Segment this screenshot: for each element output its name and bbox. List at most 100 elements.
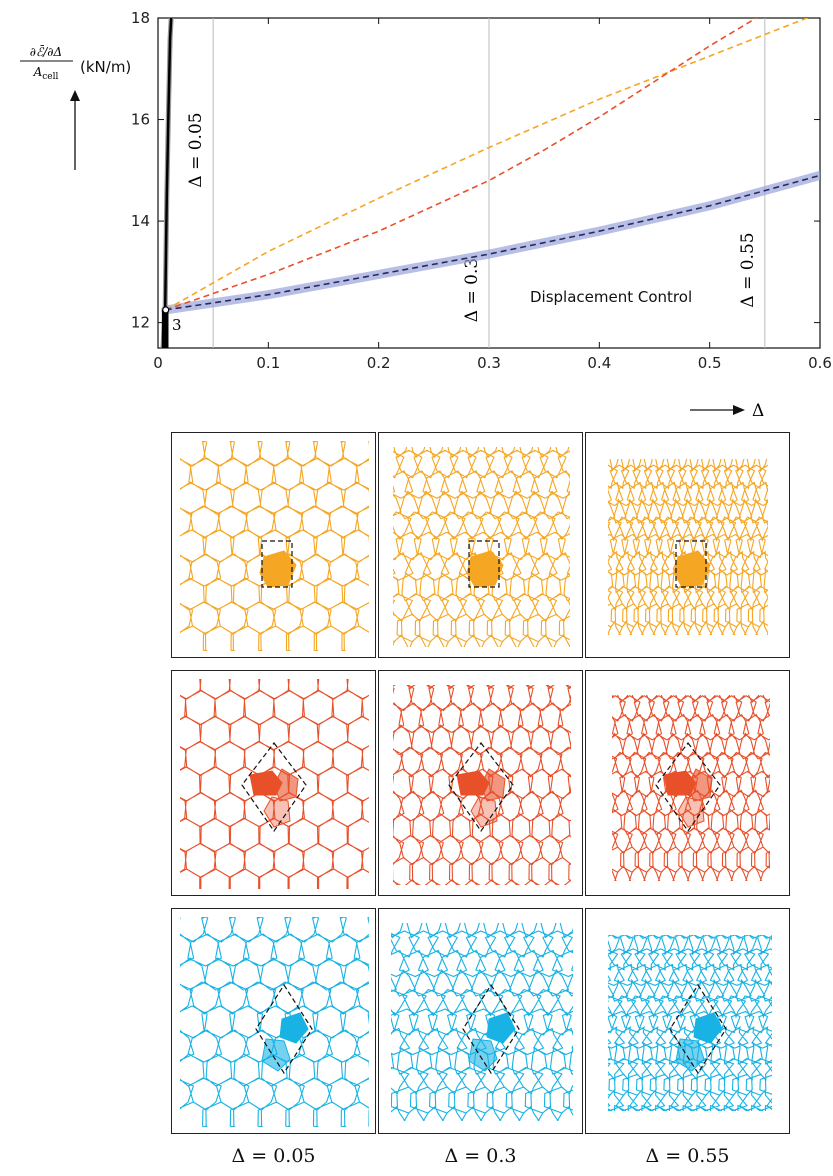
unit-cell-diamond bbox=[255, 983, 313, 1075]
lattice-group bbox=[180, 679, 369, 889]
panel-red-0.05 bbox=[171, 670, 376, 896]
x-tick-label: 0.1 bbox=[256, 354, 280, 372]
lattice-cells bbox=[391, 923, 573, 1121]
y-axis-unit: (kN/m) bbox=[80, 58, 131, 76]
lattice-cells bbox=[612, 695, 770, 881]
highlight-cell-primary bbox=[486, 1012, 516, 1044]
x-tick-label: 0.6 bbox=[808, 354, 832, 372]
y-axis-label: ∂ℰ̄/∂Δ Acell (kN/m) bbox=[20, 45, 131, 170]
highlight-cell bbox=[466, 550, 504, 588]
y-tick-label: 14 bbox=[131, 212, 150, 230]
unit-cell-box bbox=[261, 540, 293, 588]
lattice-group bbox=[608, 459, 768, 635]
lattice-lines bbox=[608, 459, 768, 635]
y-tick-label: 16 bbox=[131, 111, 150, 129]
y-label-denominator: Acell bbox=[33, 65, 59, 82]
lattice-group bbox=[612, 695, 770, 881]
caption-0.3: Δ = 0.3 bbox=[444, 1145, 517, 1167]
y-tick-label: 18 bbox=[131, 9, 150, 27]
lattice-group bbox=[391, 923, 573, 1121]
reference-line-label: Δ = 0.55 bbox=[738, 232, 758, 307]
lattice-blue-large bbox=[608, 935, 772, 1111]
unit-cell-diamond bbox=[462, 983, 520, 1075]
highlight-cell-secondary bbox=[273, 768, 299, 802]
x-tick-label: 0 bbox=[153, 354, 163, 372]
panel-orange-0.05 bbox=[171, 432, 376, 658]
lattice-orange-small bbox=[180, 441, 369, 651]
panel-orange-0.3 bbox=[378, 432, 583, 658]
panel-red-0.55 bbox=[585, 670, 790, 896]
series-group bbox=[160, 18, 820, 348]
series-red bbox=[165, 18, 758, 311]
lattice-red-small bbox=[180, 679, 369, 889]
lattice-group bbox=[608, 935, 772, 1111]
highlight-cell-secondary bbox=[261, 1038, 291, 1072]
lattice-red-medium bbox=[393, 685, 571, 885]
caption-0.55: Δ = 0.55 bbox=[645, 1145, 730, 1167]
highlight-cell-primary bbox=[279, 1012, 309, 1044]
bifurcation-point bbox=[162, 306, 170, 314]
lattice-orange-large bbox=[608, 459, 768, 635]
chart: 0 0.1 0.2 0.3 0.4 0.5 0.6 12 14 16 18 Δ = 0.05 Δ = … bbox=[20, 9, 832, 421]
lattice-lines bbox=[393, 447, 570, 647]
x-tick-label: 0.4 bbox=[587, 354, 611, 372]
lattice-orange-medium bbox=[393, 447, 570, 647]
lattice-red-large bbox=[612, 695, 770, 881]
lattice-blue-small bbox=[180, 917, 369, 1127]
lattice-cells bbox=[180, 679, 369, 889]
x-tick-label: 0.2 bbox=[367, 354, 391, 372]
chart-labels: ∂ℰ̄/∂Δ Acell (kN/m) Δ Displacement Contr… bbox=[20, 45, 764, 421]
x-axis-label-text: Δ bbox=[752, 401, 764, 421]
y-axis-arrow-head bbox=[70, 90, 80, 101]
lattice-cells bbox=[608, 459, 768, 635]
series-band bbox=[161, 170, 820, 315]
lattice-group bbox=[393, 685, 571, 885]
lattice-cells bbox=[393, 447, 570, 647]
series-black-base bbox=[161, 309, 169, 348]
lattice-cells bbox=[180, 441, 369, 651]
lattice-cells bbox=[608, 935, 772, 1111]
panel-red-0.3 bbox=[378, 670, 583, 896]
panel-blue-0.55 bbox=[585, 908, 790, 1134]
deformation-panels bbox=[171, 432, 822, 1140]
highlight-cell-tertiary bbox=[677, 796, 705, 828]
y-label-numerator: ∂ℰ̄/∂Δ bbox=[30, 45, 62, 59]
unit-cell-diamond bbox=[655, 742, 721, 833]
highlight-cell-secondary bbox=[480, 768, 506, 802]
lattice-lines bbox=[391, 923, 573, 1121]
highlight-cell-tertiary bbox=[263, 796, 291, 828]
panel-orange-0.55 bbox=[585, 432, 790, 658]
caption-0.05: Δ = 0.05 bbox=[231, 1145, 316, 1167]
lattice-group bbox=[393, 447, 570, 647]
highlight-cell-tertiary bbox=[470, 796, 498, 828]
lattice-cells bbox=[180, 917, 369, 1127]
lattice-lines bbox=[393, 685, 571, 885]
unit-cell-box bbox=[468, 540, 500, 588]
highlight-cell bbox=[673, 550, 711, 588]
x-tick-label: 0.5 bbox=[698, 354, 722, 372]
panel-blue-0.3 bbox=[378, 908, 583, 1134]
lattice-cells bbox=[393, 685, 571, 885]
x-tick-label: 0.3 bbox=[477, 354, 501, 372]
lattice-lines bbox=[180, 917, 369, 1127]
unit-cell-diamond bbox=[448, 742, 514, 833]
displacement-control-label: Displacement Control bbox=[530, 288, 692, 306]
highlight-cell bbox=[259, 550, 297, 588]
lattice-blue-medium bbox=[391, 923, 573, 1121]
y-tick-label: 12 bbox=[131, 314, 150, 332]
lattice-group bbox=[180, 441, 369, 651]
highlight-cell-primary bbox=[693, 1012, 723, 1044]
highlight-cell-secondary bbox=[687, 768, 713, 802]
reference-line-label: Δ = 0.3 bbox=[462, 258, 482, 322]
point-label: 3 bbox=[172, 316, 182, 334]
reference-line-label: Δ = 0.05 bbox=[186, 112, 206, 187]
lattice-group bbox=[180, 917, 369, 1127]
unit-cell-diamond bbox=[241, 742, 307, 833]
unit-cell-box bbox=[675, 540, 707, 588]
x-axis-label: Δ bbox=[690, 401, 764, 421]
lattice-lines bbox=[180, 441, 369, 651]
series-dark-blue bbox=[165, 174, 820, 311]
highlight-cell-secondary bbox=[675, 1038, 705, 1072]
chart-axes: 0 0.1 0.2 0.3 0.4 0.5 0.6 12 14 16 18 bbox=[131, 9, 832, 372]
lattice-lines bbox=[612, 695, 770, 881]
